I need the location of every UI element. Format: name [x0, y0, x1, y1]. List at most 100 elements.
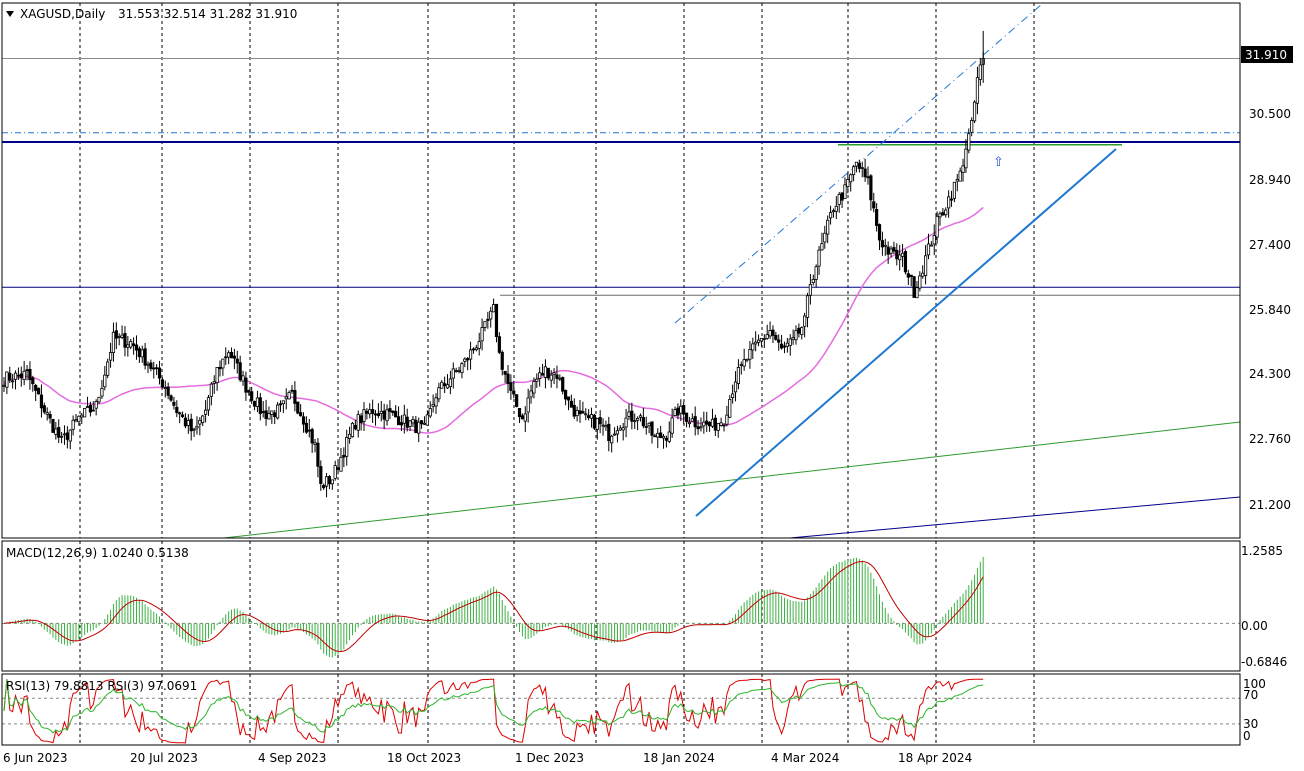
candle-body: [797, 327, 801, 334]
candle-body: [915, 287, 919, 299]
candle-body: [65, 432, 69, 440]
candle-body: [817, 249, 821, 267]
candle-body: [650, 421, 654, 436]
candle-body: [126, 344, 130, 348]
price-tick-label: 30.500: [1249, 107, 1291, 121]
candle-body: [209, 383, 213, 397]
candle-body: [584, 413, 588, 416]
candle-body: [68, 429, 72, 442]
candle-body: [831, 210, 836, 213]
candle-body: [782, 345, 787, 348]
candle-body: [391, 410, 395, 413]
candle-body: [589, 414, 594, 419]
candle-body: [2, 384, 6, 387]
candle-body: [77, 415, 81, 423]
candle-body: [206, 397, 211, 411]
candle-body: [232, 355, 236, 359]
candle-body: [359, 415, 363, 423]
candle-body: [535, 378, 539, 382]
candle-body: [849, 174, 853, 183]
candle-body: [880, 240, 885, 248]
candle-body: [615, 430, 620, 435]
candle-body: [633, 420, 637, 423]
candle-body: [624, 417, 628, 428]
candle-body: [339, 456, 343, 472]
candle-body: [273, 412, 277, 418]
candle-body: [324, 476, 329, 487]
candle-body: [696, 426, 700, 430]
candle-body: [944, 209, 948, 216]
navy-trend-line: [789, 496, 1241, 539]
candle-body: [641, 417, 645, 427]
candle-body: [316, 442, 320, 467]
candle-body: [5, 371, 9, 388]
candle-body: [708, 421, 712, 427]
price-tick-label: 24.300: [1249, 367, 1291, 381]
candle-body: [595, 418, 599, 430]
candle-body: [379, 410, 383, 414]
candle-body: [411, 418, 415, 424]
symbol-dropdown-icon[interactable]: [6, 11, 14, 17]
candle-body: [921, 272, 925, 277]
candle-body: [71, 419, 75, 430]
candle-body: [11, 380, 15, 383]
candle-body: [342, 454, 346, 458]
macd-tick-label: 1.2585: [1241, 544, 1283, 558]
candle-body: [823, 232, 827, 243]
candle-body: [275, 404, 280, 419]
time-tick-label: 4 Sep 2023: [258, 751, 326, 765]
candle-body: [399, 422, 404, 426]
candle-body: [569, 400, 573, 408]
candle-body: [791, 337, 795, 340]
candle-body: [100, 388, 104, 397]
candle-body: [212, 381, 216, 384]
candle-body: [319, 466, 323, 484]
candle-body: [768, 330, 772, 337]
candle-body: [88, 404, 92, 413]
candle-body: [483, 321, 487, 328]
time-tick-label: 1 Dec 2023: [515, 751, 584, 765]
candle-body: [322, 484, 326, 489]
candle-body: [621, 427, 625, 431]
candle-body: [494, 303, 499, 337]
candle-body: [425, 414, 429, 426]
candle-body: [710, 418, 715, 427]
candle-body: [693, 416, 697, 428]
candle-body: [129, 341, 133, 348]
candle-body: [368, 409, 372, 415]
candle-body: [610, 435, 614, 444]
candle-body: [676, 407, 680, 416]
macd-axis: MACD(12,26,9) 1.0240 0.5138 1.2585 0.00 …: [6, 544, 1287, 669]
candle-body: [805, 295, 810, 318]
candle-body: [28, 368, 32, 381]
candle-body: [687, 421, 692, 425]
candle-body: [949, 198, 954, 201]
candle-body: [883, 244, 887, 247]
candle-body: [336, 467, 340, 470]
candle-body: [929, 244, 933, 247]
candle-body: [114, 330, 118, 339]
candle-body: [255, 397, 260, 407]
ohlc-readout: 31.553 32.514 31.282 31.910: [118, 7, 297, 21]
candle-body: [480, 327, 484, 342]
candle-body: [808, 284, 813, 296]
candle-body: [892, 247, 896, 252]
candle-body: [926, 243, 931, 256]
candle-body: [192, 428, 196, 431]
candle-body: [489, 310, 493, 320]
candle-body: [287, 392, 291, 400]
candle-body: [468, 349, 473, 360]
candle-body: [843, 184, 847, 199]
candle-body: [229, 351, 234, 359]
candle-body: [304, 422, 309, 433]
candle-body: [684, 412, 689, 422]
candle-body: [618, 427, 622, 431]
candle-body: [661, 435, 666, 439]
candle-body: [656, 432, 660, 438]
candle-body: [39, 394, 44, 409]
candle-body: [215, 367, 219, 384]
last-price-tag: [1241, 46, 1293, 63]
rsi-tick-label: 30: [1243, 717, 1258, 731]
candle-body: [964, 148, 968, 169]
candle-body: [866, 176, 870, 179]
